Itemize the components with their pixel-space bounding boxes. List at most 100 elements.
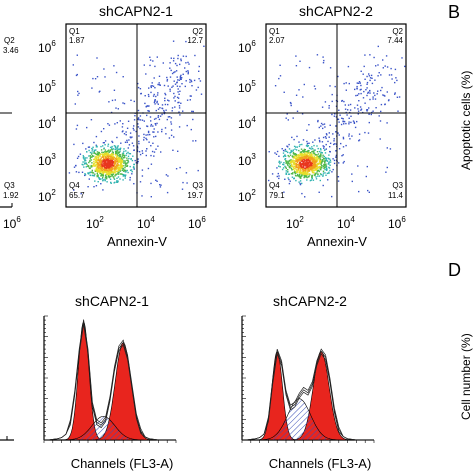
scatter-point <box>349 138 351 140</box>
x-axis: 102 104 106 <box>86 215 206 231</box>
scatter-point <box>287 146 289 148</box>
scatter-point <box>312 150 314 153</box>
scatter-point <box>317 147 319 150</box>
scatter-point <box>322 62 325 64</box>
scatter-point <box>285 160 287 163</box>
scatter-point <box>311 162 313 164</box>
scatter-point <box>337 132 339 134</box>
scatter-point <box>317 167 320 169</box>
scatter-point <box>156 102 158 104</box>
scatter-point <box>105 150 108 153</box>
scatter-point <box>181 188 184 190</box>
scatter-point <box>125 134 127 136</box>
scatter-point <box>310 167 313 169</box>
scatter-point <box>113 156 115 158</box>
scatter-point <box>299 144 301 146</box>
scatter-point <box>295 164 297 166</box>
scatter-point <box>293 177 295 179</box>
scatter-point <box>303 174 306 177</box>
scatter-point <box>306 179 308 181</box>
scatter-point <box>95 164 98 166</box>
y-axis-label: Apoptotic cells (%) <box>459 71 473 170</box>
scatter-point <box>358 190 360 193</box>
scatter-point <box>315 169 317 171</box>
scatter-point <box>113 163 116 166</box>
scatter-point <box>311 156 313 159</box>
scatter-point <box>318 126 320 129</box>
scatter-point <box>305 166 308 169</box>
scatter-point <box>137 82 139 85</box>
histogram <box>242 348 374 441</box>
scatter-point <box>108 161 111 164</box>
scatter-point <box>100 165 103 167</box>
scatter-point <box>131 171 133 173</box>
scatter-point <box>304 157 306 159</box>
scatter-point <box>106 156 108 158</box>
scatter-point <box>80 193 82 195</box>
scatter-point <box>111 163 113 165</box>
scatter-point <box>113 169 116 172</box>
scatter-point <box>373 92 375 94</box>
scatter-point <box>306 129 308 131</box>
scatter-point <box>99 163 101 166</box>
scatter-point <box>299 175 302 177</box>
scatter-point <box>303 172 305 174</box>
scatter-point <box>370 113 372 116</box>
scatter-point <box>112 153 115 156</box>
scatter-point <box>322 156 324 158</box>
scatter-point <box>317 158 319 161</box>
scatter-point <box>282 167 285 169</box>
scatter-point <box>299 172 301 175</box>
scatter-point <box>314 163 317 166</box>
scatter-point <box>311 176 313 178</box>
scatter-point <box>105 171 107 173</box>
scatter-point <box>386 122 388 124</box>
scatter-point <box>298 162 301 165</box>
scatter-point <box>177 88 179 90</box>
scatter-point <box>139 153 142 156</box>
scatter-point <box>315 167 317 170</box>
scatter-point <box>129 153 132 155</box>
scatter-point <box>79 153 82 155</box>
scatter-point <box>291 176 294 178</box>
scatter-point <box>333 140 335 142</box>
scatter-point <box>148 95 150 98</box>
quadrant-q2-value: 7.44 <box>387 36 403 45</box>
scatter-point <box>123 165 125 167</box>
scatter-point <box>324 152 327 154</box>
scatter-point <box>110 159 112 161</box>
scatter-point <box>168 137 171 139</box>
scatter-point <box>321 160 324 163</box>
scatter-point <box>307 152 309 155</box>
scatter-point <box>107 143 110 145</box>
scatter-point <box>318 150 321 153</box>
quadrant-q2-value: 3.46 <box>3 46 19 55</box>
scatter-point <box>111 168 113 170</box>
scatter-point <box>310 179 313 181</box>
scatter-point <box>329 159 332 161</box>
tick-label-x: 106 <box>388 215 406 231</box>
scatter-point <box>367 189 369 192</box>
scatter-point <box>299 164 302 166</box>
scatter-point <box>161 128 163 131</box>
scatter-point <box>102 172 104 174</box>
scatter-point <box>177 101 179 104</box>
scatter-point <box>366 110 368 112</box>
scatter-point <box>123 174 125 176</box>
scatter-point <box>349 103 352 106</box>
scatter-point <box>131 136 133 138</box>
scatter-point <box>141 195 143 197</box>
scatter-point <box>365 89 367 91</box>
scatter-point <box>119 158 122 160</box>
scatter-point <box>105 165 107 167</box>
scatter-point <box>391 78 393 80</box>
scatter-point <box>98 167 101 169</box>
scatter-point <box>94 152 97 155</box>
scatter-point <box>124 156 126 159</box>
scatter-point <box>105 158 108 161</box>
scatter-point <box>293 160 296 162</box>
scatter-point <box>321 141 324 143</box>
scatter-point <box>105 166 107 169</box>
scatter-point <box>89 171 91 173</box>
scatter-point <box>112 160 115 163</box>
